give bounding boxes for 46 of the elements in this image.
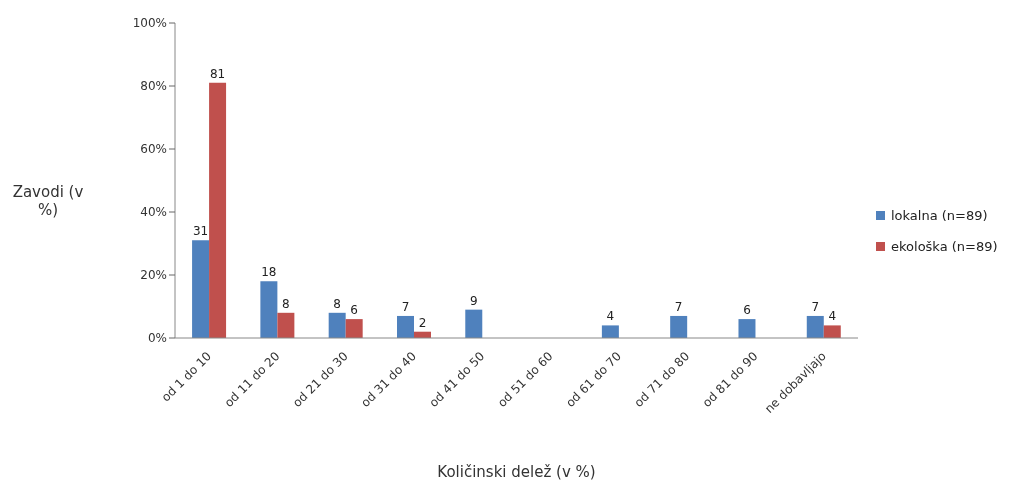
data-label: 6 (350, 303, 358, 318)
legend-label: ekološka (n=89) (891, 239, 998, 254)
data-label: 4 (828, 309, 837, 324)
bar (806, 315, 824, 338)
data-label: 7 (674, 299, 683, 314)
data-label: 8 (282, 296, 290, 311)
bar (670, 315, 688, 338)
y-tick-label: 0% (147, 331, 167, 346)
data-label: 31 (192, 224, 209, 239)
data-label: 81 (209, 66, 226, 81)
bar (345, 319, 363, 338)
bar (738, 319, 756, 338)
y-axis-title: Zavodi (v %) (11, 183, 85, 219)
data-label: 18 (261, 265, 277, 280)
x-tick-label: od 41 do 50 (426, 349, 488, 410)
x-tick-label: od 31 do 40 (358, 349, 419, 410)
data-label: 6 (743, 303, 751, 318)
x-axis-title: Količinski delež (v %) (436, 463, 597, 481)
y-tick-label: 100% (132, 16, 167, 31)
x-tick-label: od 61 do 70 (563, 349, 624, 410)
bar (260, 281, 278, 338)
data-label: 7 (811, 299, 820, 314)
x-tick-label: od 1 do 10 (158, 349, 215, 405)
y-tick-label: 20% (140, 268, 167, 283)
x-tick-label: od 11 do 20 (221, 349, 283, 410)
bar (396, 315, 414, 338)
legend-label: lokalna (n=89) (891, 208, 988, 223)
data-label: 8 (333, 296, 341, 311)
bar (601, 325, 619, 338)
x-tick-label: od 81 do 90 (699, 349, 761, 410)
data-label: 2 (418, 315, 427, 330)
y-tick-label: 80% (140, 79, 167, 94)
bar (823, 325, 841, 338)
bar (328, 312, 346, 338)
data-label: 4 (606, 309, 615, 324)
x-tick-label: od 21 do 30 (289, 349, 351, 410)
bar (465, 309, 483, 338)
x-tick-label: od 71 do 80 (631, 349, 693, 410)
bar (209, 82, 227, 338)
bar (277, 312, 295, 338)
y-tick-label: 60% (140, 142, 167, 157)
data-label: 9 (469, 293, 478, 308)
data-label: 7 (401, 299, 410, 314)
bar (192, 240, 210, 338)
x-tick-label: od 51 do 60 (494, 349, 556, 410)
y-tick-label: 40% (140, 205, 167, 220)
